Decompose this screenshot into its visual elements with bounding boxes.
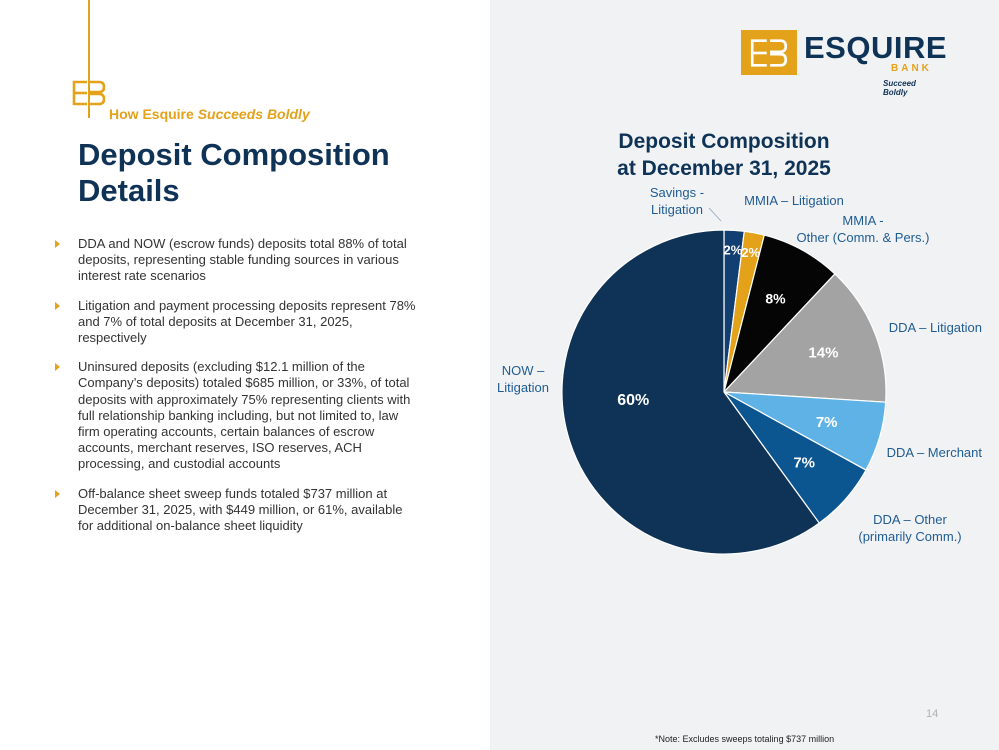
logo-monogram-icon: [750, 38, 788, 67]
slice-category-label: MMIA -: [842, 213, 883, 228]
slice-category-label: DDA – Merchant: [887, 445, 983, 460]
chart-title-line: Deposit Composition: [618, 130, 829, 153]
savings-leader-line: [708, 207, 722, 222]
bullet-text: DDA and NOW (escrow funds) deposits tota…: [78, 236, 407, 284]
bullet-item: Uninsured deposits (excluding $12.1 mill…: [55, 359, 420, 472]
bullet-list: DDA and NOW (escrow funds) deposits tota…: [55, 236, 420, 547]
logo-mark: [741, 30, 797, 75]
bullet-text: Off-balance sheet sweep funds totaled $7…: [78, 485, 403, 534]
page-number: 14: [926, 708, 939, 720]
slice-percent-label: 14%: [808, 345, 838, 362]
slice-percent-label: 2%: [741, 245, 760, 260]
section-tagline: How Esquire Succeeds Boldly: [109, 106, 310, 122]
slice-category-label: NOW –: [502, 363, 545, 378]
slice-category-label: Other (Comm. & Pers.): [797, 230, 930, 245]
slice-percent-label: 7%: [816, 414, 838, 431]
tagline-italic: Succeeds Boldly: [197, 106, 310, 122]
logo-subtitle: BANK: [891, 63, 932, 74]
slice-category-label: Litigation: [497, 380, 549, 395]
slice-category-label: DDA – Litigation: [889, 320, 982, 335]
slice-category-label: Savings -: [650, 185, 704, 200]
slice-category-label: (primarily Comm.): [858, 529, 961, 544]
pie-slice: [722, 273, 887, 403]
accent-line: [88, 0, 90, 118]
slice-category-label: DDA – Other: [873, 512, 947, 527]
deposit-composition-pie-chart: Deposit Composition at December 31, 2025 2…: [497, 130, 983, 555]
slice-percent-label: 2%: [724, 243, 743, 258]
company-logo: ESQUIRE BANK Succeed Boldly: [741, 30, 947, 97]
bullet-marker-icon: [55, 489, 60, 498]
footnote: *Note: Excludes sweeps totaling $737 mil…: [655, 734, 835, 744]
logo-tagline: Succeed Boldly: [883, 79, 916, 97]
eb-monogram-icon: [72, 80, 106, 106]
bullet-item: Litigation and payment processing deposi…: [55, 298, 420, 347]
bullet-text: Litigation and payment processing deposi…: [78, 297, 416, 346]
tagline-prefix: How Esquire: [109, 106, 198, 122]
chart-title-line: at December 31, 2025: [617, 157, 831, 180]
bullet-marker-icon: [55, 363, 60, 372]
logo-name: ESQUIRE: [804, 30, 948, 65]
bullet-item: DDA and NOW (escrow funds) deposits tota…: [55, 236, 420, 285]
bullet-text: Uninsured deposits (excluding $12.1 mill…: [78, 359, 411, 472]
bullet-item: Off-balance sheet sweep funds totaled $7…: [55, 486, 420, 535]
bullet-marker-icon: [55, 301, 60, 310]
slice-category-label: MMIA – Litigation: [744, 193, 844, 208]
page-title: Deposit Composition Details: [78, 137, 390, 208]
slice-percent-label: 60%: [617, 392, 649, 409]
slice-percent-label: 8%: [765, 290, 786, 306]
pie-slice: [561, 229, 821, 555]
slice-percent-label: 7%: [793, 455, 815, 472]
bullet-marker-icon: [55, 240, 60, 248]
slice-category-label: Litigation: [651, 202, 703, 217]
